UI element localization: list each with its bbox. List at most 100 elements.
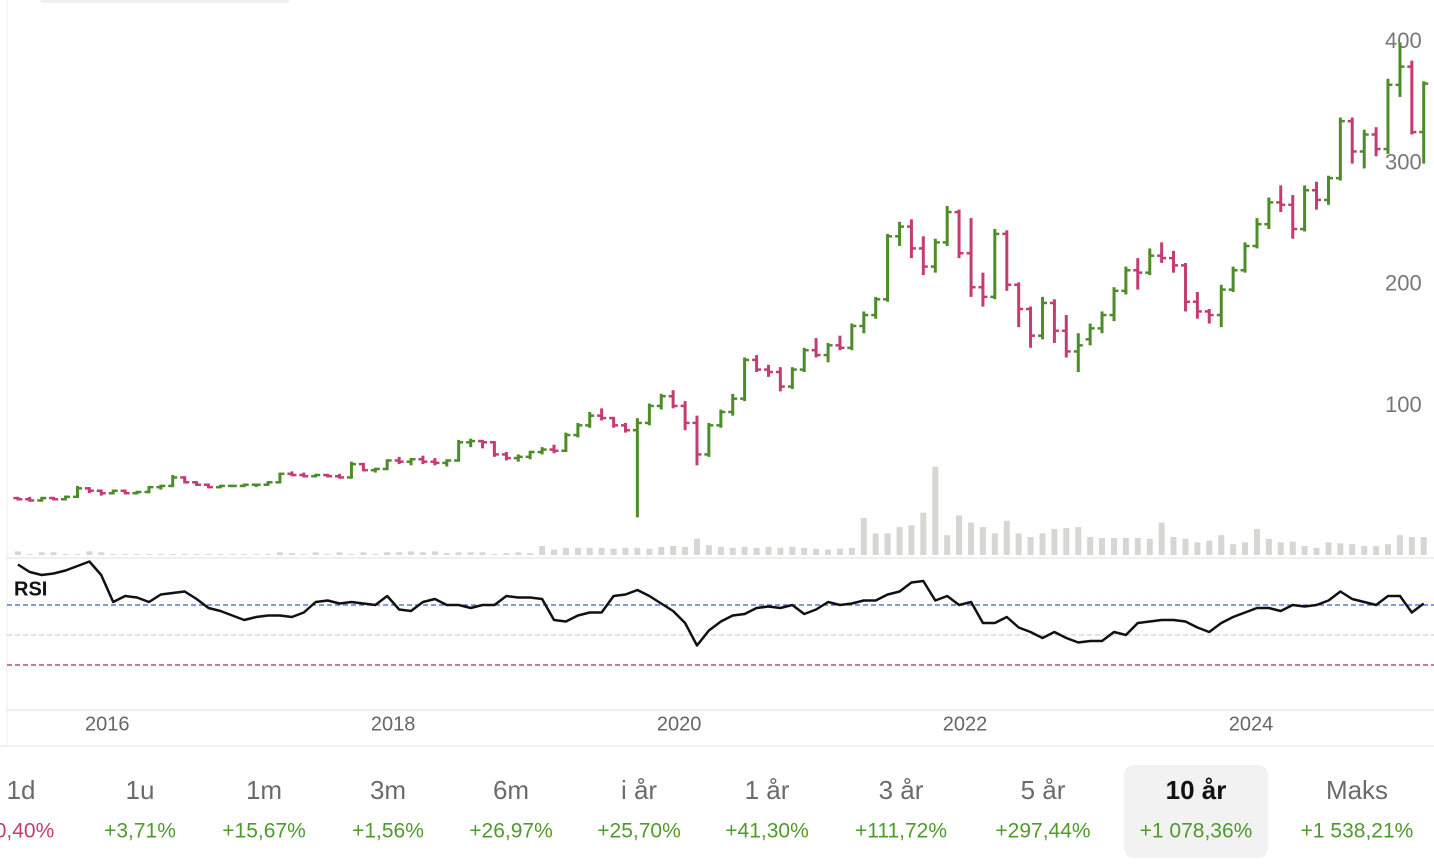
volume-bar [217,554,224,555]
volume-bar [50,552,57,555]
volume-bar [1396,535,1403,555]
x-tick-label: 2024 [1229,713,1274,735]
x-tick-label: 2020 [657,713,702,735]
volume-bar [1111,537,1118,555]
volume-bar [348,554,355,555]
volume-bar [205,554,212,555]
volume-bar [443,553,450,555]
period-label: 1m [246,775,282,805]
volume-bar [848,547,855,555]
volume-bar [1122,537,1129,555]
volume-bar [717,546,724,555]
volume-bar [1277,542,1284,555]
volume-bar [503,553,510,555]
volume-bar [288,553,295,555]
volume-bar [229,554,236,555]
volume-bar [1420,537,1427,555]
volume-bar [813,548,820,555]
period-change: +3,71% [104,820,176,843]
volume-bar [884,533,891,555]
volume-bar [825,549,832,555]
volume-bar [265,554,272,555]
volume-bar [74,554,81,555]
volume-bar [1230,544,1237,555]
volume-bar [765,546,772,555]
volume-bar [1194,542,1201,555]
volume-bar [920,512,927,555]
volume-bar [908,525,915,555]
x-tick-label: 2022 [943,713,988,735]
period-change: +15,67% [222,820,306,843]
period-change: +25,70% [597,820,681,843]
volume-bar [276,552,283,555]
volume-bar [1241,542,1248,555]
volume-bar [836,548,843,555]
volume-bar [1301,546,1308,555]
volume-bar [1265,538,1272,555]
volume-bar [693,538,700,555]
volume-bar [1039,533,1046,555]
volume-bar [38,552,45,555]
volume-bar [1408,537,1415,555]
volume-bar [944,535,951,555]
volume-bar [455,552,462,555]
volume-bar [1218,535,1225,555]
volume-bar [467,552,474,555]
volume-bar [1015,533,1022,555]
volume-bar [133,554,140,555]
y-tick-label: 200 [1385,271,1422,296]
volume-bar [26,554,33,555]
volume-bar [491,554,498,555]
volume-bar [1337,543,1344,555]
volume-bar [1182,538,1189,555]
volume-bar [991,533,998,555]
volume-bar [1254,528,1261,555]
rsi-line [17,560,1425,647]
period-change: +111,72% [855,820,947,843]
volume-bar [1051,528,1058,555]
volume-bar [408,551,415,555]
volume-bar [658,546,665,555]
period-change: +1 538,21% [1301,820,1414,843]
volume-bar [539,546,546,555]
volume-bar [1206,540,1213,555]
volume-bar [1289,541,1296,555]
volume-bar [360,552,367,555]
volume-bar [741,546,748,555]
volume-bar [574,547,581,555]
period-label: 1u [126,775,155,805]
volume-bar [598,547,605,555]
volume-bar [1063,528,1070,555]
volume-bar [336,552,343,555]
volume-bar [1075,527,1082,555]
period-change: -0,40% [0,820,54,843]
volume-bar [1313,547,1320,555]
y-tick-label: 300 [1385,149,1422,174]
volume-bar [932,466,939,555]
period-change: +1 078,36% [1140,820,1253,843]
period-label: 10 år [1166,775,1227,805]
period-change: +26,97% [469,820,553,843]
volume-bar [801,547,808,555]
volume-bar [122,554,129,555]
period-label: 1 år [745,775,790,805]
volume-bar [193,554,200,555]
volume-bar [14,551,21,555]
volume-bar [1325,542,1332,555]
volume-bar [1027,537,1034,555]
volume-bar [86,551,93,555]
volume-bar [98,552,105,555]
volume-bar [1373,546,1380,555]
volume-bar [1170,537,1177,555]
volume-bar [1146,538,1153,555]
y-tick-label: 400 [1385,28,1422,53]
volume-bar [479,552,486,555]
y-tick-label: 100 [1385,392,1422,417]
volume-bar [622,547,629,555]
volume-bar [705,545,712,555]
volume-bar [1134,537,1141,555]
volume-bar [384,552,391,555]
volume-bar [157,554,164,555]
volume-bar [872,533,879,555]
volume-bar [562,547,569,555]
